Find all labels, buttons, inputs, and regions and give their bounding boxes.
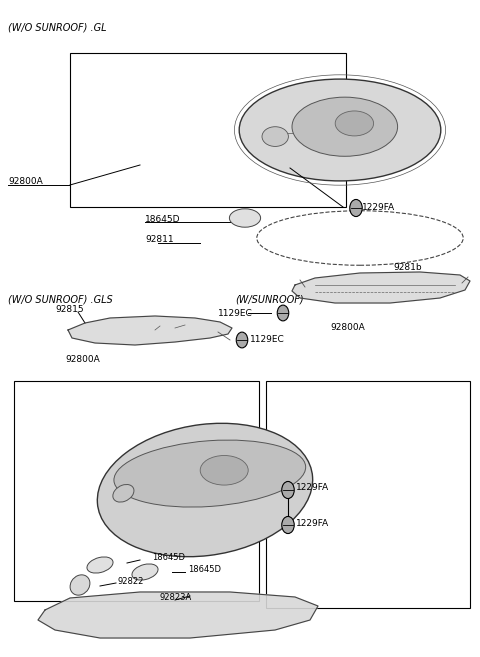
Ellipse shape [97, 423, 312, 556]
Text: 92800A: 92800A [8, 177, 43, 187]
Ellipse shape [292, 97, 397, 156]
Text: 9281b: 9281b [393, 263, 421, 273]
Text: (W/O SUNROOF) .GL: (W/O SUNROOF) .GL [8, 23, 107, 33]
Ellipse shape [70, 575, 90, 595]
Polygon shape [292, 272, 470, 303]
Text: 92800A: 92800A [330, 323, 365, 332]
Text: 18645D: 18645D [188, 566, 221, 574]
Circle shape [282, 516, 294, 533]
Text: (W/O SUNROOF) .GLS: (W/O SUNROOF) .GLS [8, 295, 113, 305]
Circle shape [282, 482, 294, 499]
Text: 92815: 92815 [55, 306, 84, 315]
Text: 1129EC: 1129EC [250, 336, 285, 344]
Text: 1229FA: 1229FA [296, 518, 329, 528]
Ellipse shape [114, 440, 306, 507]
Text: (W/SUNROOF): (W/SUNROOF) [235, 295, 304, 305]
Text: 92822: 92822 [118, 578, 144, 587]
Text: 92823A: 92823A [160, 593, 192, 602]
Text: 18645D: 18645D [145, 215, 180, 225]
Bar [14, 381, 259, 601]
Ellipse shape [113, 484, 134, 502]
Ellipse shape [239, 79, 441, 181]
Ellipse shape [132, 564, 158, 580]
Ellipse shape [229, 209, 261, 227]
Ellipse shape [200, 455, 248, 485]
Ellipse shape [262, 127, 288, 147]
Bar [70, 53, 346, 207]
Circle shape [350, 200, 362, 217]
Circle shape [277, 305, 289, 321]
Polygon shape [68, 316, 232, 345]
Text: 92800A: 92800A [65, 355, 100, 365]
Text: 18645D: 18645D [152, 553, 185, 562]
Polygon shape [38, 592, 318, 638]
Text: 92811: 92811 [145, 235, 174, 244]
Text: 1229FA: 1229FA [362, 204, 395, 212]
Bar [266, 381, 470, 608]
Text: 1129EC: 1129EC [218, 309, 253, 317]
Ellipse shape [87, 557, 113, 573]
Text: 1229FA: 1229FA [296, 484, 329, 493]
Circle shape [236, 332, 248, 348]
Ellipse shape [335, 111, 373, 136]
